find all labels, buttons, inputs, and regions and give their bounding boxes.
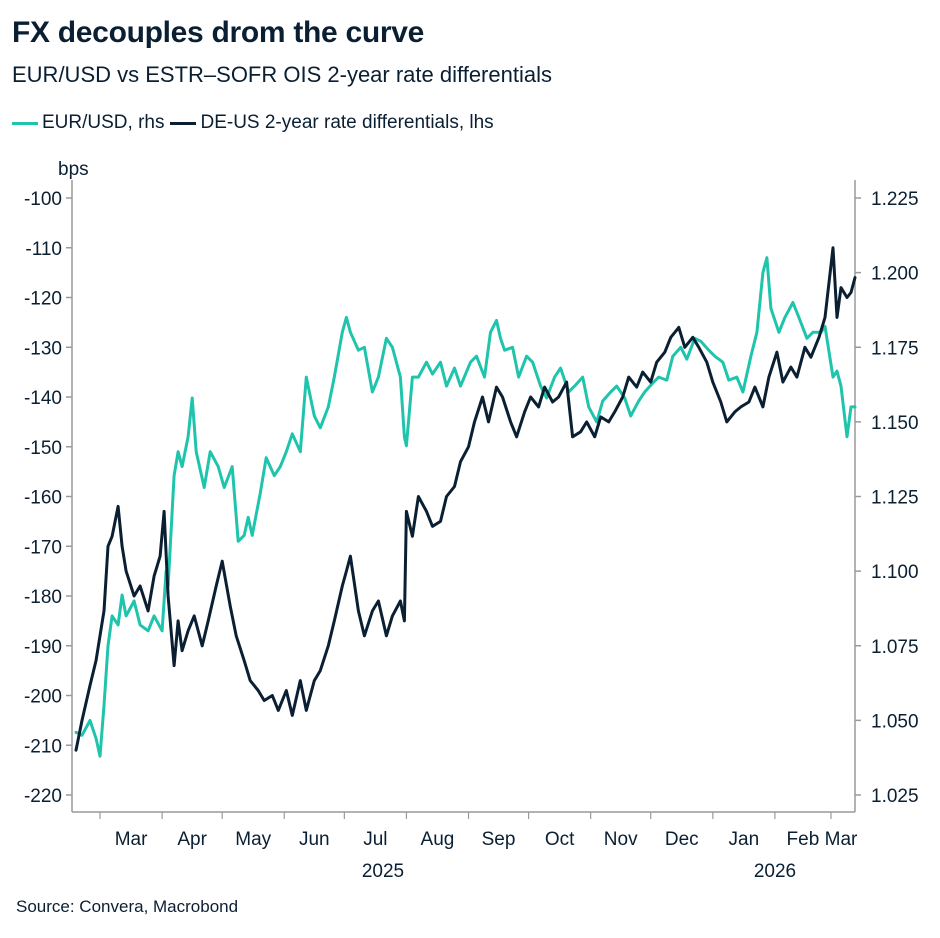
left-axis-ticks: -100 -110 -120 -130 -140 -150 -160 -170 -180 -190…: [24, 189, 72, 807]
x-tick-label: Oct: [545, 829, 575, 850]
legend-item-rate-diff: DE-US 2-year rate differentials, lhs: [170, 112, 494, 134]
left-tick-label: -120: [24, 289, 62, 310]
x-tick-label: Feb: [787, 829, 820, 850]
x-tick-label: Jul: [363, 829, 387, 850]
left-tick-label: -140: [24, 388, 62, 409]
left-tick-label: -130: [24, 338, 62, 359]
right-tick-label: 1.150: [871, 413, 919, 434]
legend-label-eurusd: EUR/USD, rhs: [42, 112, 165, 133]
left-tick-label: -190: [24, 637, 62, 658]
legend-swatch-eurusd: [12, 121, 38, 125]
left-tick-label: -180: [24, 587, 62, 608]
x-tick-label: Jan: [729, 829, 760, 850]
right-tick-label: 1.100: [871, 562, 919, 583]
legend-item-eurusd: EUR/USD, rhs: [12, 112, 164, 134]
left-tick-label: -170: [24, 537, 62, 558]
right-tick-label: 1.125: [871, 488, 919, 509]
x-year-label: 2026: [754, 861, 796, 882]
left-tick-label: -200: [24, 687, 62, 708]
right-tick-label: 1.050: [871, 711, 919, 732]
legend-swatch-rate-diff: [170, 121, 197, 125]
left-tick-label: -150: [24, 438, 62, 459]
x-tick-label: Nov: [604, 829, 638, 850]
left-tick-label: -210: [24, 736, 62, 757]
series-line-eurusd: [74, 256, 857, 758]
x-tick-label: Mar: [825, 829, 858, 850]
left-tick-label: -220: [24, 786, 62, 807]
x-tick-label: Aug: [421, 829, 455, 850]
right-tick-label: 1.175: [871, 338, 919, 359]
right-tick-label: 1.200: [871, 264, 919, 285]
right-axis-ticks: 1.225 1.200 1.175 1.150 1.125 1.100 1.075 1.050…: [855, 189, 919, 807]
chart-legend: EUR/USD, rhs DE-US 2-year rate different…: [12, 112, 494, 134]
x-tick-label: May: [235, 829, 271, 850]
x-tick-label: Apr: [177, 829, 207, 850]
x-tick-label: Dec: [665, 829, 699, 850]
source-note: Source: Convera, Macrobond: [16, 897, 239, 916]
left-tick-label: -110: [25, 239, 62, 260]
right-tick-label: 1.025: [871, 786, 919, 807]
left-tick-label: -100: [24, 189, 62, 210]
legend-label-rate-diff: DE-US 2-year rate differentials, lhs: [200, 112, 494, 133]
right-tick-label: 1.225: [871, 189, 919, 210]
chart-title: FX decouples drom the curve: [12, 16, 425, 49]
x-year-label: 2025: [362, 861, 404, 882]
chart-axes: bps: [58, 159, 856, 813]
chart-subtitle: EUR/USD vs ESTR–SOFR OIS 2-year rate dif…: [12, 62, 552, 87]
left-tick-label: -160: [24, 488, 62, 509]
right-tick-label: 1.075: [871, 637, 919, 658]
x-tick-label: Mar: [115, 829, 148, 850]
series-line-rate-diff: [74, 246, 857, 752]
chart-lines: [74, 246, 857, 758]
left-axis-unit: bps: [58, 159, 89, 180]
x-tick-label: Jun: [299, 829, 330, 850]
x-axis-ticks: Mar Apr May Jun Jul Aug Sep Oct Nov Dec Jan Feb Mar2…: [99, 812, 858, 882]
x-tick-label: Sep: [482, 829, 516, 850]
